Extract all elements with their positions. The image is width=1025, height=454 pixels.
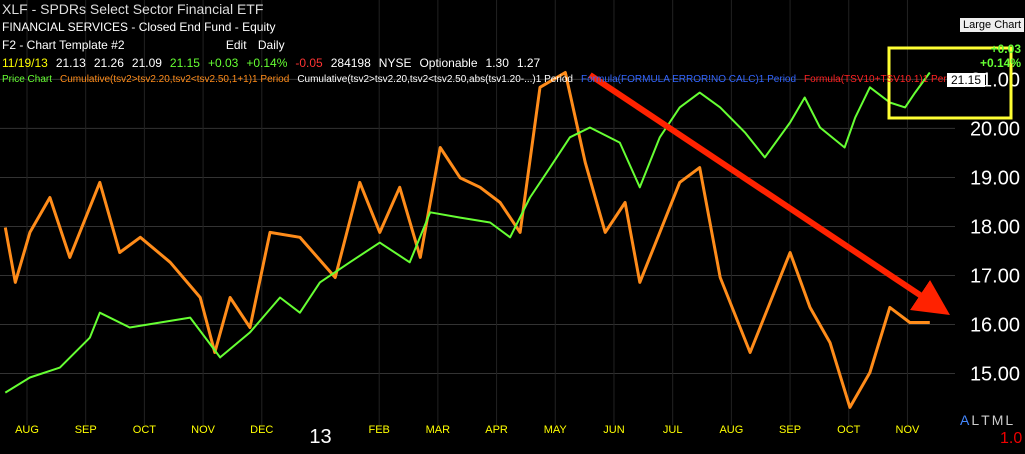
x-tick-label: SEP	[75, 424, 97, 436]
quote-field: 21.26	[93, 56, 124, 70]
scale-factor: 1.0	[1000, 430, 1023, 447]
quote-field: NYSE	[378, 56, 412, 70]
series-line	[4, 71, 931, 394]
legend-entry: Cumulative(tsv2>tsv2.20,tsv2<tsv2.50,abs…	[297, 74, 573, 85]
legend-entry: Cumulative(tsv2>tsv2.20,tsv2<tsv2.50,1+1…	[60, 74, 290, 85]
quote-field: -0.05	[295, 56, 323, 70]
x-tick-label: NOV	[191, 424, 216, 436]
change: +0.03	[990, 42, 1021, 56]
legend-entry: Formula(FORMULA ERROR!NO CALC)1 Period	[581, 74, 797, 85]
quote-line: 11/19/13 21.13 21.26 21.09 21.15 +0.03 +0.14% -…	[2, 56, 548, 70]
y-tick-label: 19.00	[970, 167, 1020, 189]
year-label: 13	[309, 426, 331, 448]
x-tick-label: DEC	[250, 424, 273, 436]
trend-arrow	[588, 72, 950, 315]
template[interactable]: F2 - Chart Template #2	[2, 38, 125, 52]
quote-field: Optionable	[419, 56, 478, 70]
description: FINANCIAL SERVICES - Closed End Fund - E…	[2, 20, 276, 34]
corner-letter: T	[981, 412, 990, 428]
change-pct: +0.14%	[979, 56, 1021, 70]
x-tick-label: OCT	[133, 424, 157, 436]
legend-entry: Formula(TSV10+TSV10.1)1 Period	[804, 74, 960, 85]
toolbar: F2 - Chart Template #2 Edit Daily	[2, 38, 293, 52]
quote-field: 11/19/13	[2, 56, 48, 70]
y-tick-label: 17.00	[970, 265, 1020, 287]
grid	[0, 0, 955, 425]
legend: Price Chart Cumulative(tsv2>tsv2.20,tsv2<…	[2, 74, 968, 85]
last-price: 21.15	[947, 73, 986, 87]
quote-field: 284198	[330, 56, 371, 70]
x-tick-label: NOV	[896, 424, 921, 436]
y-tick-label: 16.00	[970, 315, 1020, 337]
corner-letter: L	[1005, 412, 1014, 428]
quote-field: 21.13	[55, 56, 86, 70]
large-chart[interactable]: Large Chart	[960, 18, 1025, 32]
x-tick-label: OCT	[837, 424, 861, 436]
edit[interactable]: Edit	[225, 38, 247, 52]
legend-entry: Price Chart	[2, 74, 53, 85]
corner-letter: A	[960, 412, 970, 428]
corner-letter: M	[991, 412, 1004, 428]
x-tick-label: MAR	[426, 424, 451, 436]
y-tick-label: 15.00	[970, 364, 1020, 386]
quote-field: 1.27	[516, 56, 541, 70]
corner-letter: L	[971, 412, 980, 428]
x-tick-label: MAY	[544, 424, 568, 436]
x-tick-label: AUG	[719, 424, 743, 436]
symbol-title: XLF - SPDRs Select Sector Financial ETF	[2, 1, 264, 17]
x-tick-label: SEP	[779, 424, 801, 436]
x-tick-label: JUL	[663, 424, 683, 436]
quote-field: +0.03	[207, 56, 239, 70]
quote-field: +0.14%	[246, 56, 288, 70]
x-tick-label: JUN	[603, 424, 624, 436]
x-tick-label: AUG	[15, 424, 39, 436]
y-tick-label: 18.00	[970, 216, 1020, 238]
series-line	[3, 71, 930, 409]
x-tick-label: FEB	[368, 424, 389, 436]
quote-field: 21.15	[169, 56, 200, 70]
highlight-box	[887, 46, 1013, 120]
quote-field: 21.09	[131, 56, 162, 70]
interval[interactable]: Daily	[257, 38, 285, 52]
quote-field: 1.30	[485, 56, 509, 70]
x-tick-label: APR	[485, 424, 508, 436]
y-tick-label: 20.00	[970, 118, 1020, 140]
